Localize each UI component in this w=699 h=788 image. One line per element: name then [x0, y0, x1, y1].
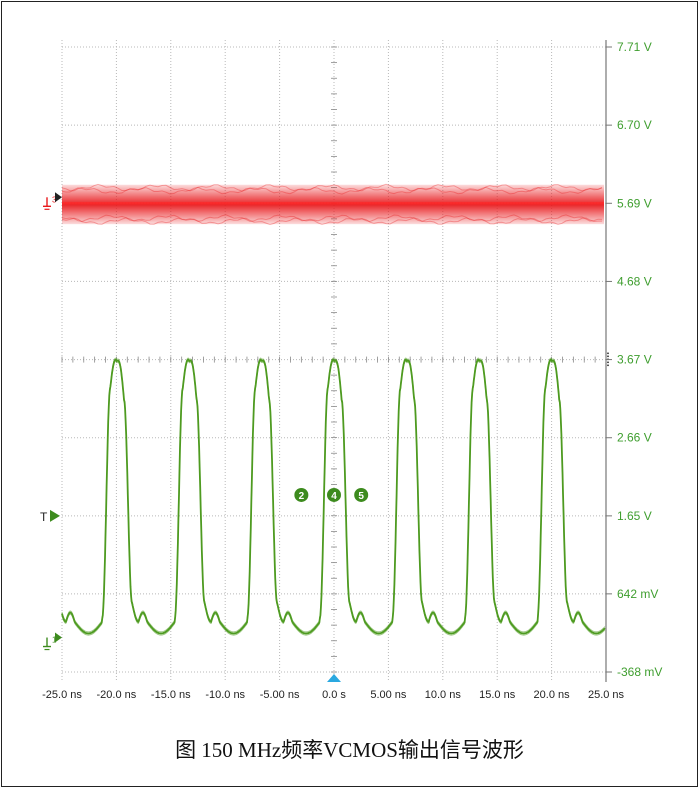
trigger-level-label: T	[40, 510, 48, 524]
cursor-marker-circle	[294, 487, 309, 502]
x-tick-label: 20.0 ns	[534, 689, 571, 701]
range-dot	[607, 361, 609, 364]
y-tick-label: 5.69 V	[617, 196, 652, 210]
channel-arrow	[55, 632, 62, 643]
figure-caption: 图 150 MHz频率VCMOS输出信号波形	[175, 738, 524, 762]
y-tick-label: 4.68 V	[617, 274, 652, 288]
y-tick-label: 3.67 V	[617, 353, 652, 367]
y-tick-label: 642 mV	[617, 587, 658, 601]
green-wave-trace	[61, 357, 606, 633]
cursor-marker-circle	[327, 487, 341, 502]
cursor-marker-label: 4	[331, 491, 337, 502]
green-wave-trace	[61, 358, 606, 635]
red-band-edge-trace	[61, 214, 603, 223]
oscilloscope-chart: 7.71 V 6.70 V 5.69 V 4.68 V 3.67 V 2.66 V 1.65…	[40, 40, 662, 701]
channel-number-label: 3	[52, 195, 57, 204]
green-channel-waveform	[61, 357, 606, 636]
x-tick-label: 25.0 ns	[588, 689, 625, 701]
red-band-edge-trace	[61, 183, 603, 192]
green-wave-trace	[61, 360, 606, 636]
range-dot	[607, 355, 609, 358]
y-tick-label: 6.70 V	[617, 118, 652, 132]
x-tick-label: 0.0 s	[322, 689, 346, 701]
red-channel-band	[61, 183, 604, 226]
x-tick-label: -5.00 ns	[260, 689, 300, 701]
x-tick-label: 10.0 ns	[425, 689, 462, 701]
range-dot	[607, 352, 609, 355]
x-tick-label: -20.0 ns	[97, 689, 137, 701]
cursor-marker-label: 2	[299, 491, 305, 502]
y-tick-label: 2.66 V	[617, 431, 652, 445]
x-tick-label: 5.00 ns	[370, 689, 407, 701]
x-tick-label: -25.0 ns	[42, 689, 82, 701]
trigger-level-arrow	[50, 509, 60, 522]
range-dot	[607, 364, 609, 367]
x-tick-label: 15.0 ns	[479, 689, 516, 701]
y-tick-label: 7.71 V	[617, 40, 652, 54]
y-tick-label: 1.65 V	[617, 509, 652, 523]
cursor-marker-circle	[354, 487, 369, 502]
red-band-edge-trace	[61, 217, 602, 226]
x-tick-label: -15.0 ns	[151, 689, 191, 701]
y-axis-labels: 7.71 V 6.70 V 5.69 V 4.68 V 3.67 V 2.66 V 1.65…	[606, 40, 662, 679]
x-axis-labels: -25.0 ns -20.0 ns -15.0 ns -10.0 ns -5.00 ns…	[42, 674, 625, 701]
x-tick-label: -10.0 ns	[205, 689, 245, 701]
cursor-markers: 2 4 5	[294, 487, 369, 502]
trigger-position-marker	[327, 674, 341, 682]
channel-arrow	[55, 192, 62, 203]
red-band-edge-trace	[61, 186, 603, 195]
cursor-marker-label: 5	[358, 491, 364, 502]
channel-markers: 3 T 1	[40, 192, 62, 651]
channel-number-label: 1	[52, 636, 57, 645]
y-tick-label: -368 mV	[617, 665, 662, 679]
